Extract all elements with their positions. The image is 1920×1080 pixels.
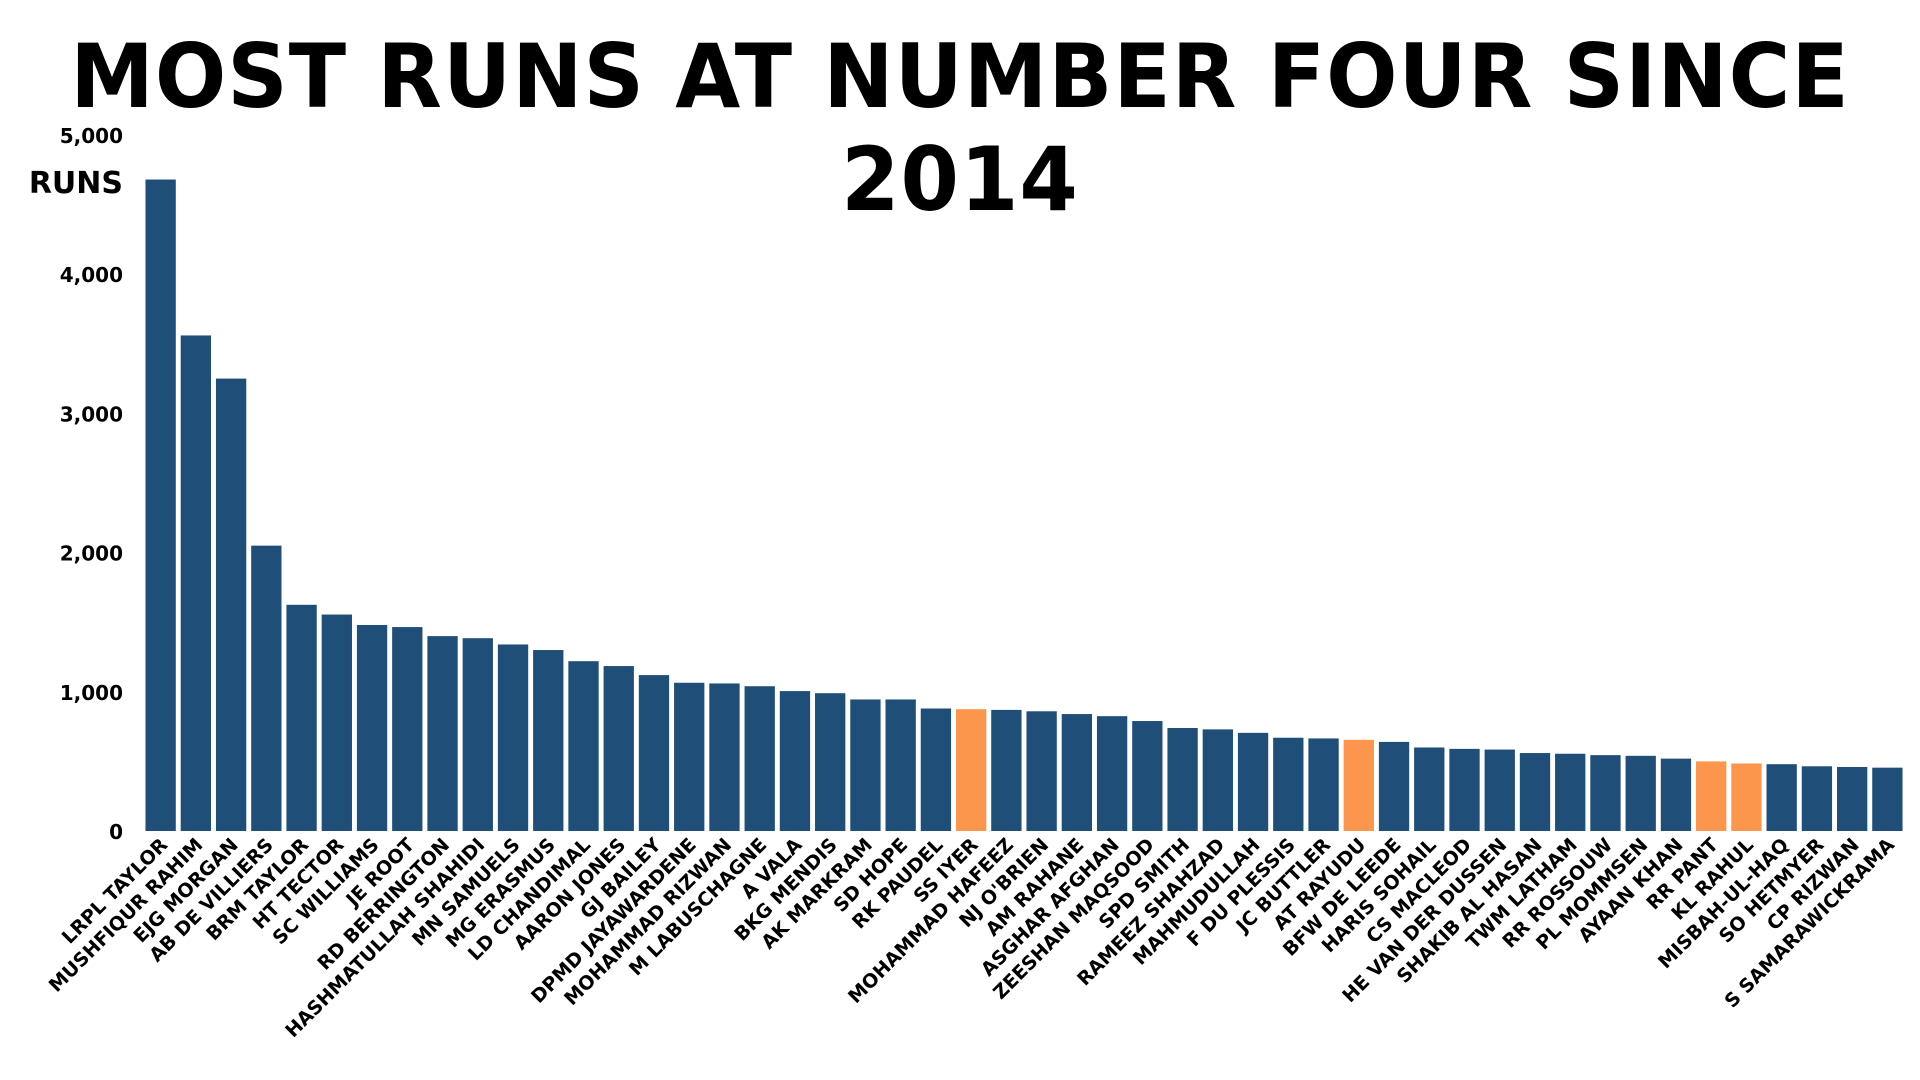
bar [1308,738,1339,831]
bar [1449,748,1480,831]
bar [603,666,634,831]
y-tick-label: 2,000 [60,542,123,566]
bar [180,335,212,831]
bar [1061,714,1093,831]
bar [427,636,458,831]
bar [885,699,916,831]
bar [1766,764,1797,831]
bar [1096,716,1128,831]
bar [815,693,846,831]
bar [568,661,599,831]
bar [638,675,670,831]
y-tick-label: 3,000 [60,402,123,426]
bar [1625,755,1656,831]
bar [1801,766,1833,831]
y-axis: 0 1,000 2,000 3,000 4,000 5,000 [60,124,123,844]
bar [392,627,423,831]
bar [1132,721,1163,831]
y-tick-label: 4,000 [60,263,123,287]
bar [955,709,987,831]
chart-title: MOST RUNS AT NUMBER FOUR SINCE 2014 [70,25,1850,231]
bar [1026,711,1057,831]
bar [674,682,705,831]
bar [1202,729,1233,831]
bar [497,644,529,831]
bar [251,545,282,831]
bar [744,686,775,831]
bar [1378,741,1410,831]
bar [1836,766,1868,831]
bar [533,650,564,831]
bar [356,624,388,831]
bar [709,683,740,831]
bar [1590,755,1621,831]
bar [1731,763,1762,831]
y-tick-label: 1,000 [60,681,123,705]
bar [1555,753,1586,831]
bar [215,378,247,831]
bar [462,638,493,831]
bar [1343,739,1374,831]
y-tick-label: 5,000 [60,124,123,148]
bar [920,708,952,831]
bar [991,709,1022,831]
bar [145,179,176,832]
bar [1167,727,1198,831]
bar [779,691,811,831]
bar [1872,767,1903,831]
bar [1484,749,1515,831]
bar [286,604,317,831]
bar [1660,758,1692,831]
y-tick-label: 0 [109,820,123,844]
bars-group [145,179,1903,832]
bar [1273,737,1304,831]
bar [850,699,881,831]
y-axis-label: RUNS [29,166,123,201]
bar [321,614,352,831]
bar [1519,753,1551,831]
bar [1696,761,1727,831]
bar [1237,732,1269,831]
bar [1414,747,1445,831]
